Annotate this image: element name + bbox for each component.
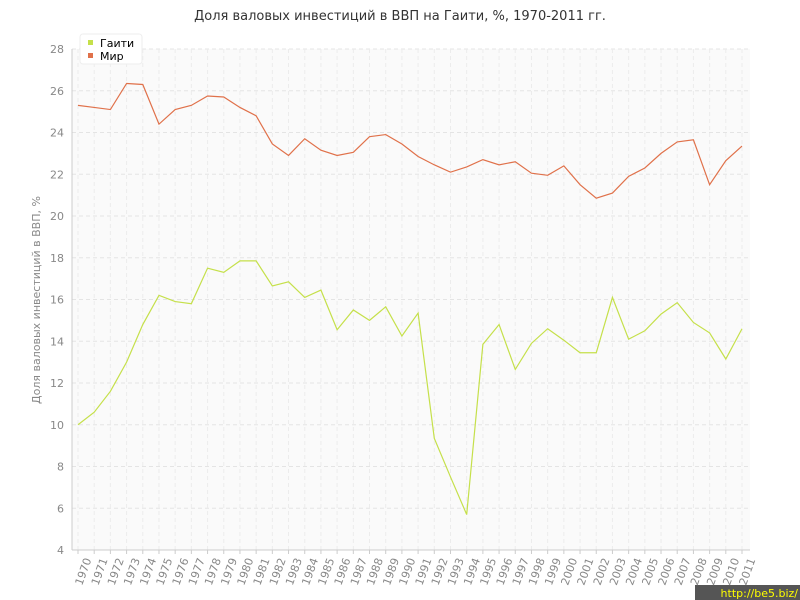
y-tick-label: 6 — [57, 502, 64, 515]
legend-box — [79, 33, 143, 65]
y-tick-label: 4 — [57, 544, 64, 557]
y-tick-label: 12 — [50, 377, 64, 390]
series-line — [77, 260, 743, 515]
legend-swatch — [88, 53, 93, 58]
y-tick-label: 14 — [50, 335, 64, 348]
chart-title: Доля валовых инвестиций в ВВП на Гаити, … — [194, 9, 606, 24]
legend-label: Гаити — [100, 37, 134, 50]
watermark: http://be5.biz/ — [721, 587, 799, 600]
y-tick-label: 24 — [50, 127, 64, 140]
y-axis-label: Доля валовых инвестиций в ВВП, % — [30, 196, 43, 404]
series-line — [77, 82, 743, 199]
y-tick-label: 18 — [50, 252, 64, 265]
y-tick-label: 16 — [50, 294, 64, 307]
y-tick-label: 28 — [50, 43, 64, 56]
legend-label: Мир — [100, 50, 124, 63]
y-tick-label: 20 — [50, 210, 64, 223]
y-tick-label: 10 — [50, 419, 64, 432]
watermark-background — [695, 585, 800, 600]
y-tick-label: 22 — [50, 168, 64, 181]
y-tick-label: 26 — [50, 85, 64, 98]
y-tick-label: 8 — [57, 461, 64, 474]
legend-swatch — [88, 40, 93, 45]
